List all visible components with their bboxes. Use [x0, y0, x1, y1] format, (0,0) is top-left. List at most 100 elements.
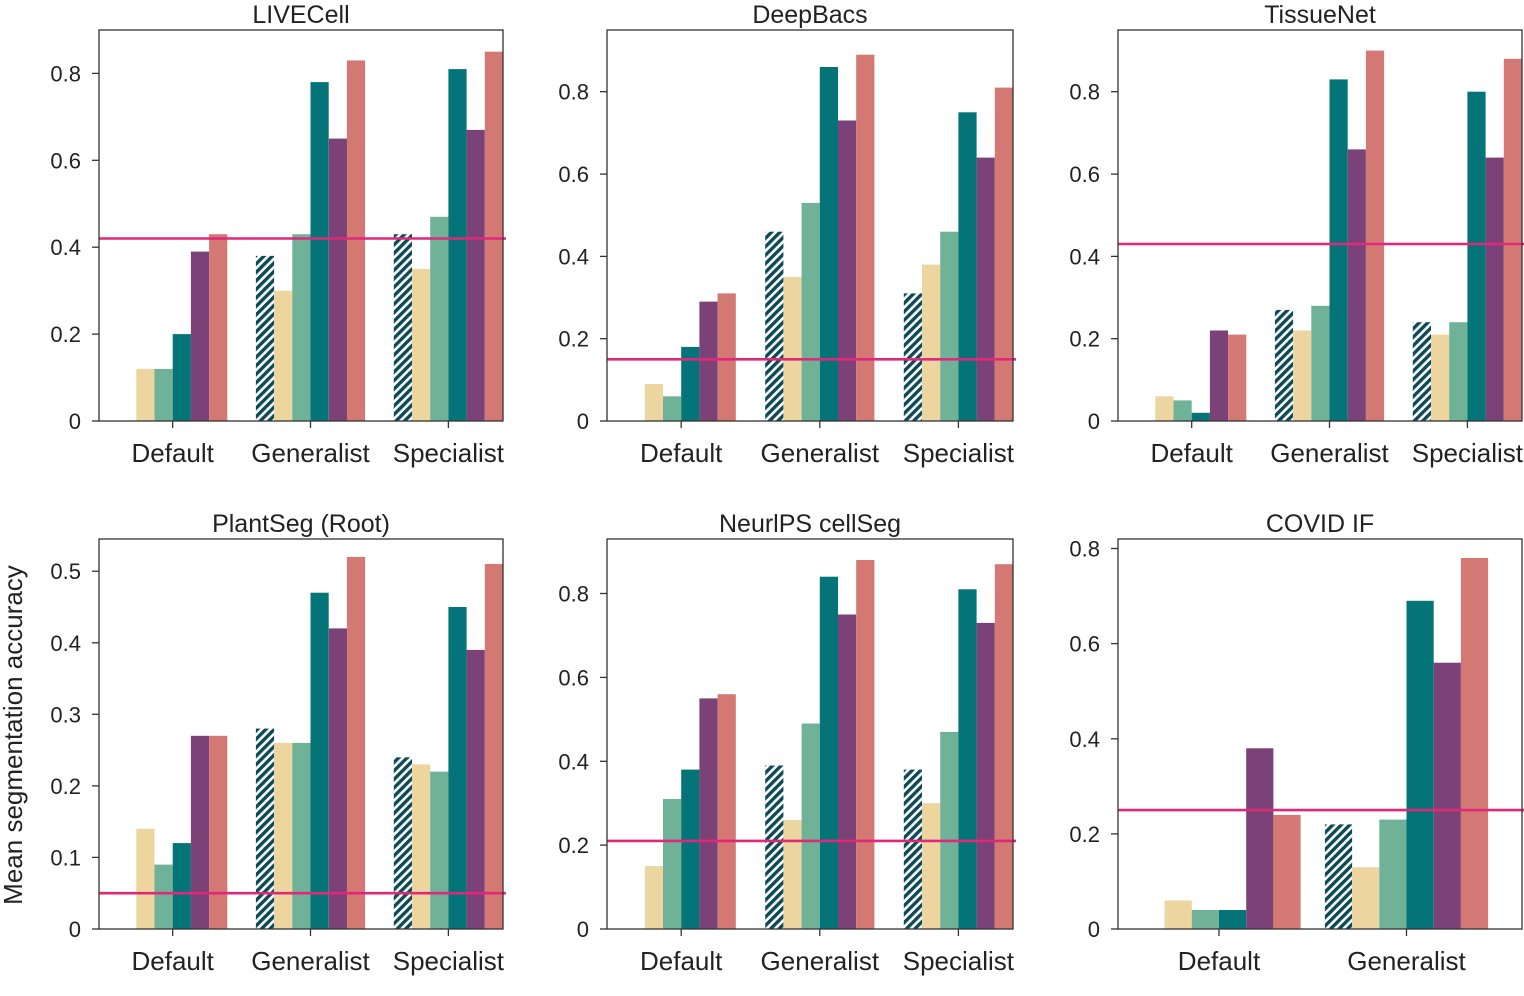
bar-c1-default — [644, 866, 663, 929]
y-tick-label: 0.2 — [558, 327, 589, 352]
bar-c4-default — [699, 301, 718, 421]
bar-c5-generalist — [1460, 558, 1489, 929]
bar-c1-specialist — [922, 264, 941, 421]
bar-c4-generalist — [1347, 149, 1366, 421]
y-tick-label: 0.2 — [1069, 327, 1100, 352]
bar-c3-specialist — [1467, 91, 1486, 421]
bar-c2-default — [154, 368, 173, 421]
bar-c5-generalist — [346, 556, 366, 929]
bar-c2-default — [1173, 400, 1192, 421]
bar-c1-specialist — [412, 268, 431, 421]
y-tick-label: 0 — [577, 409, 589, 434]
x-tick-label-default: Default — [1178, 946, 1261, 976]
bar-c4-generalist — [328, 628, 347, 929]
bar-c4-default — [1246, 748, 1274, 929]
x-tick-label-default: Default — [640, 438, 723, 468]
bar-c3-generalist — [1406, 600, 1434, 929]
bar-c1-default — [136, 368, 155, 421]
bar-c4-default — [190, 251, 210, 421]
x-tick-label-generalist: Generalist — [761, 438, 880, 468]
axes-frame — [98, 538, 504, 930]
y-tick-label: 0 — [577, 917, 589, 942]
bar-c1-specialist — [922, 803, 941, 929]
bar-c2-generalist — [801, 202, 820, 421]
bar-c1-generalist — [783, 820, 802, 929]
bar-c2-default — [663, 396, 682, 421]
bar-c4-specialist — [976, 157, 995, 421]
y-tick-label: 0.6 — [1069, 162, 1100, 187]
bar-c2-default — [1191, 910, 1219, 929]
bar-hatched-generalist — [765, 765, 784, 929]
bar-c4-default — [1209, 330, 1229, 421]
x-tick-label-specialist: Specialist — [1412, 438, 1524, 468]
y-tick-label: 0 — [69, 409, 81, 434]
bar-c1-generalist — [274, 290, 293, 421]
bar-c2-generalist — [292, 742, 311, 929]
bar-c5-specialist — [484, 51, 503, 421]
bar-c2-specialist — [430, 771, 449, 929]
bar-c4-generalist — [328, 138, 347, 421]
bar-c5-default — [1273, 814, 1301, 929]
chart-panel-4: 0 0.1 0.2 0.3 0.4 0.5 Default Generalist Special… — [50, 510, 506, 976]
bar-c2-specialist — [940, 731, 959, 929]
x-tick-label-generalist: Generalist — [761, 946, 880, 976]
bar-c3-default — [172, 843, 191, 929]
bar-c4-generalist — [1433, 662, 1461, 929]
figure-y-axis-label: Mean segmentation accuracy — [0, 565, 28, 905]
bar-c3-specialist — [448, 69, 467, 421]
y-tick-label: 0.8 — [558, 582, 589, 607]
bar-hatched-specialist — [393, 757, 412, 929]
bar-c5-specialist — [994, 87, 1013, 421]
bar-c1-specialist — [412, 764, 431, 929]
y-tick-label: 0.2 — [1069, 822, 1100, 847]
bar-c4-generalist — [838, 614, 857, 929]
bar-c2-generalist — [1311, 305, 1330, 421]
bar-c3-generalist — [1329, 79, 1348, 422]
x-tick-label-default: Default — [132, 946, 215, 976]
bar-c2-specialist — [1449, 322, 1468, 421]
x-tick-label-default: Default — [1151, 438, 1234, 468]
y-tick-label: 0.8 — [558, 80, 589, 105]
axes-frame — [98, 29, 504, 422]
bar-c3-generalist — [310, 82, 329, 421]
bar-c1-generalist — [1293, 330, 1312, 421]
bar-c3-generalist — [819, 67, 838, 421]
bar-hatched-specialist — [1412, 322, 1431, 421]
chart-title: NeurlPS cellSeg — [719, 510, 901, 538]
chart-title: PlantSeg (Root) — [212, 510, 390, 538]
y-tick-label: 0.6 — [50, 148, 81, 173]
y-tick-label: 0.4 — [558, 749, 589, 774]
y-tick-label: 0.4 — [1069, 727, 1100, 752]
y-tick-label: 0.6 — [558, 162, 589, 187]
chart-panel-3: 0 0.2 0.4 0.6 0.8 Default Generalist Specialist… — [1069, 1, 1524, 468]
bar-c4-specialist — [466, 649, 485, 929]
bar-c5-specialist — [484, 564, 503, 929]
bar-c2-default — [663, 799, 682, 929]
y-tick-label: 0.3 — [50, 702, 81, 727]
y-tick-label: 0 — [1088, 917, 1100, 942]
bar-c2-generalist — [801, 723, 820, 929]
chart-panel-6: 0 0.2 0.4 0.6 0.8 Default Generalist COVID IF — [1069, 510, 1524, 976]
x-tick-label-generalist: Generalist — [1270, 438, 1389, 468]
bar-hatched-generalist — [255, 255, 275, 421]
bar-c5-default — [1228, 334, 1247, 421]
bar-c1-default — [644, 384, 663, 421]
y-tick-label: 0 — [1088, 409, 1100, 434]
x-tick-label-specialist: Specialist — [393, 946, 505, 976]
y-tick-label: 0.4 — [50, 235, 81, 260]
y-tick-label: 0.5 — [50, 559, 81, 584]
y-tick-label: 0.8 — [1069, 537, 1100, 562]
bar-hatched-specialist — [903, 769, 922, 929]
bar-c1-generalist — [783, 276, 802, 421]
bar-c3-specialist — [958, 112, 977, 422]
y-tick-label: 0.4 — [50, 631, 81, 656]
bar-c5-default — [717, 293, 736, 421]
bar-c2-generalist — [292, 234, 311, 421]
bar-c5-specialist — [1503, 58, 1522, 422]
y-tick-label: 0.2 — [50, 322, 81, 347]
bar-hatched-generalist — [255, 728, 275, 929]
bar-c2-generalist — [1379, 819, 1407, 929]
x-tick-label-generalist: Generalist — [1347, 946, 1466, 976]
bar-c3-default — [681, 769, 700, 929]
